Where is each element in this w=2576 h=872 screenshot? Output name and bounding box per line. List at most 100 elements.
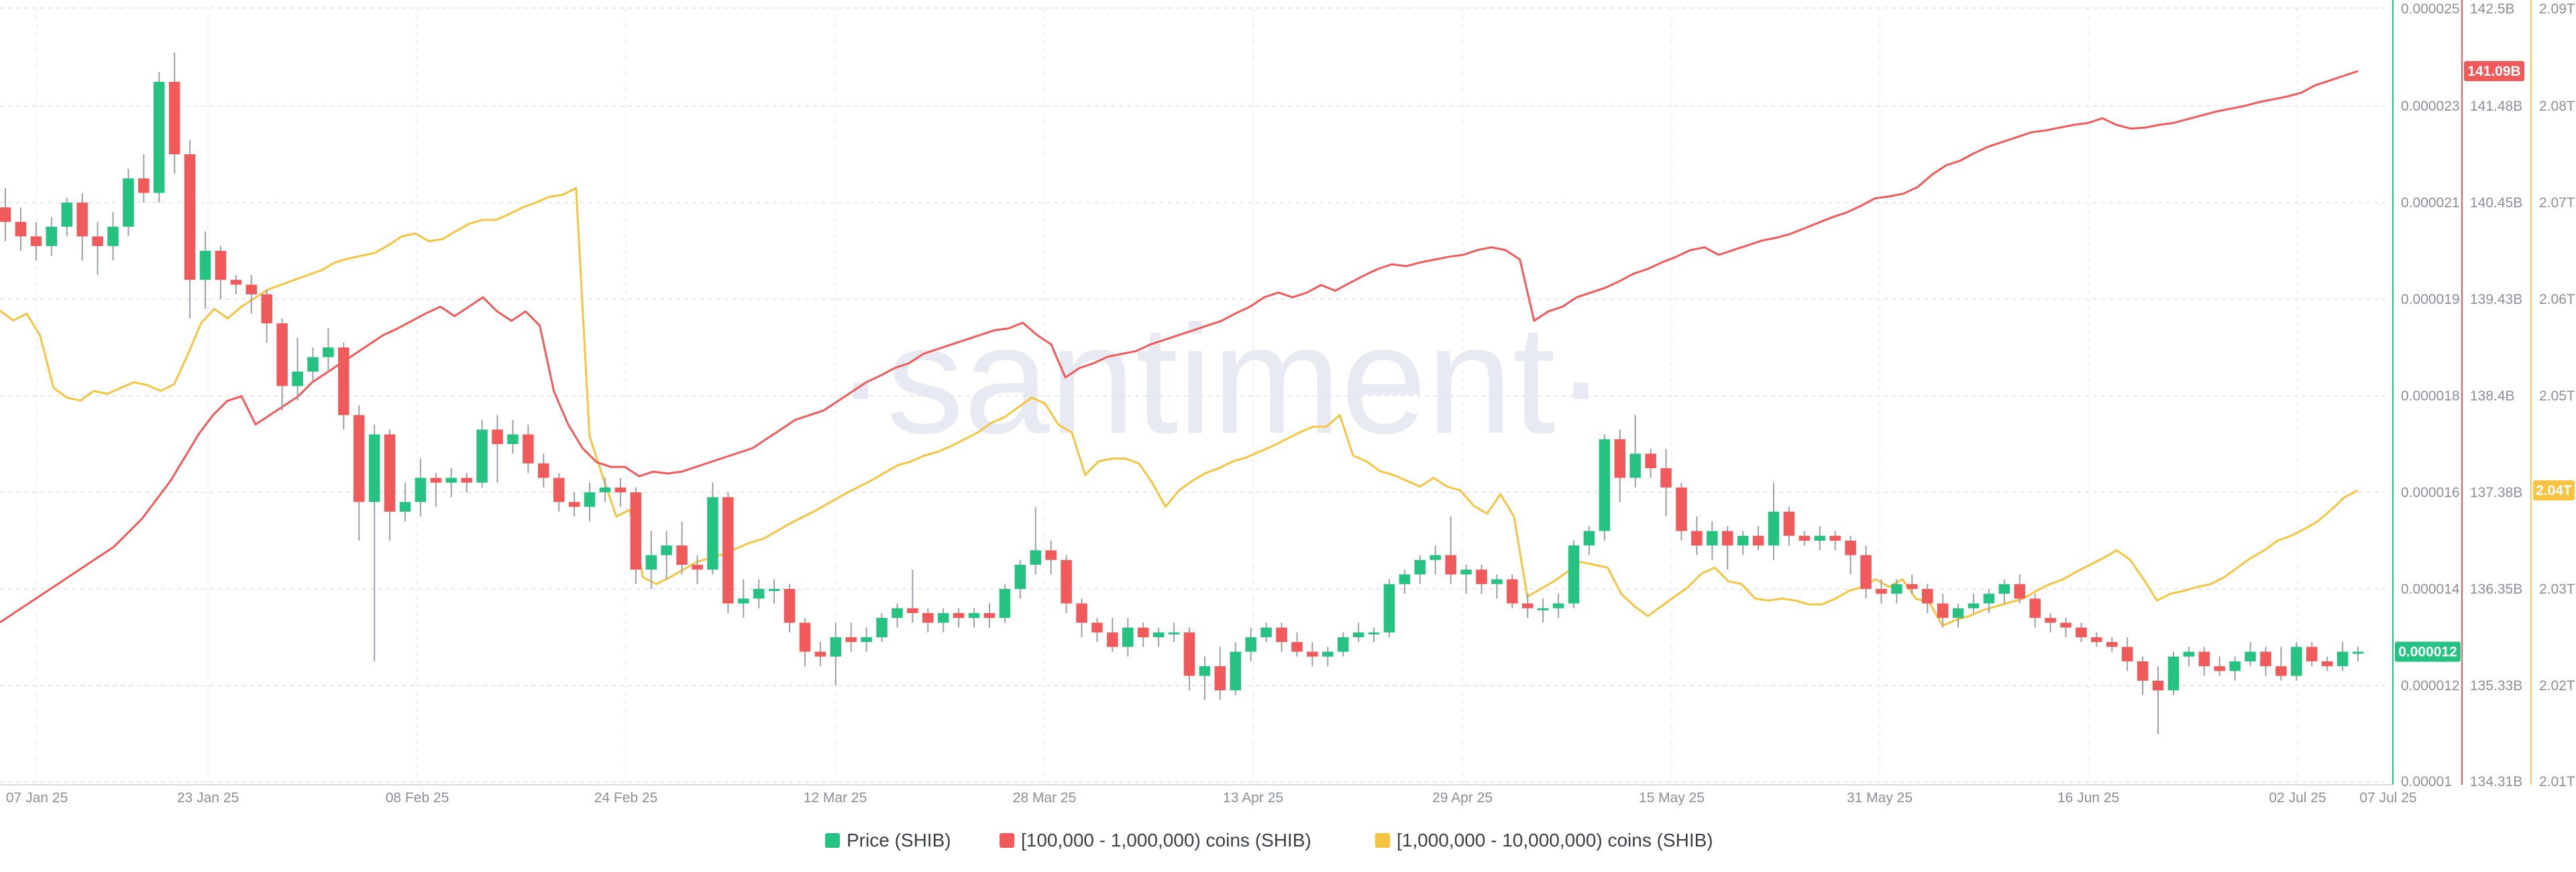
band2-current-badge: 2.04T	[2533, 480, 2575, 501]
price-candle	[661, 531, 672, 580]
candle-body	[2060, 622, 2072, 628]
x-axis-tick-label: 16 Jun 25	[2057, 790, 2119, 806]
price-candle	[2076, 622, 2087, 643]
band2-axis-tick-label: 2.09T	[2539, 1, 2575, 17]
candle-body	[830, 637, 842, 657]
price-candle	[230, 275, 242, 294]
price-candle	[461, 473, 472, 492]
price-candle	[1676, 482, 1687, 541]
candle-body	[1152, 632, 1165, 637]
candle-body	[2245, 651, 2256, 661]
price-candle	[1476, 565, 1487, 594]
price-candle	[1907, 574, 1918, 594]
price-candle	[76, 193, 88, 261]
price-candle	[1245, 627, 1256, 661]
candle-body	[1399, 574, 1411, 584]
candle-body	[1737, 535, 1749, 546]
price-candle	[1583, 526, 1595, 555]
price-candle	[1952, 603, 1964, 628]
x-axis-tick-label: 29 Apr 25	[1432, 790, 1493, 806]
candle-body	[1614, 439, 1626, 478]
legend-label: Price (SHIB)	[847, 830, 951, 851]
band1-axis-tick-label: 135.33B	[2470, 678, 2522, 694]
price-candle	[1337, 632, 1349, 657]
candle-body	[1907, 584, 1918, 589]
price-candle	[1552, 594, 1564, 618]
price-candle	[1168, 622, 1180, 643]
price-candle	[1399, 569, 1411, 594]
price-candle	[1199, 656, 1211, 700]
legend-swatch	[825, 833, 840, 848]
price-candle	[153, 72, 165, 203]
band2-axis-tick-label: 2.02T	[2539, 678, 2575, 694]
candle-body	[261, 294, 272, 323]
candle-body	[1091, 622, 1103, 633]
price-candle	[814, 642, 826, 667]
candle-body	[2306, 647, 2318, 661]
band2-axis-tick-label: 2.03T	[2539, 582, 2575, 597]
legend-item: [100,000 - 1,000,000) coins (SHIB)	[1000, 830, 1311, 851]
candle-body	[1307, 651, 1318, 657]
price-candle	[707, 482, 718, 575]
candle-body	[353, 415, 365, 502]
candle-body	[230, 280, 242, 285]
price-candle	[507, 420, 519, 454]
candle-body	[1783, 511, 1795, 536]
price-candle	[384, 429, 396, 541]
price-candle	[937, 608, 949, 633]
price-candle	[599, 478, 611, 502]
band1-axis-tick-label: 139.43B	[2470, 292, 2522, 307]
price-candle	[46, 217, 58, 256]
band1-axis-tick-label: 141.48B	[2470, 99, 2522, 114]
candle-body	[276, 323, 288, 386]
price-candle	[1291, 632, 1303, 657]
price-candle	[2091, 632, 2102, 647]
grid	[0, 7, 2385, 785]
candle-body	[1937, 603, 1949, 618]
x-axis-tick-label: 15 May 25	[1639, 790, 1705, 806]
price-candle	[538, 453, 549, 488]
candle-body	[722, 497, 734, 604]
price-axis-tick-label: 0.000018	[2401, 388, 2460, 404]
price-candle	[2260, 647, 2271, 676]
price-axis-tick-label: 0.00001	[2401, 774, 2452, 789]
price-candle	[1091, 618, 1103, 643]
price-candle	[630, 487, 642, 584]
price-candle	[1768, 482, 1780, 560]
price-candle	[2137, 656, 2149, 696]
price-candle	[722, 492, 734, 613]
price-candle	[2183, 647, 2195, 667]
candle-body	[246, 284, 257, 294]
x-axis-tick-label: 08 Feb 25	[386, 790, 449, 806]
candle-body	[737, 598, 749, 604]
price-axis-tick-label: 0.000021	[2401, 195, 2460, 211]
price-candle	[1521, 594, 1534, 618]
candle-body	[168, 82, 180, 154]
price-candle	[1707, 521, 1718, 560]
candle-body	[61, 203, 72, 227]
band2-axis-tick-label: 2.07T	[2539, 195, 2575, 211]
price-candle	[2291, 642, 2302, 681]
price-candle	[276, 318, 288, 411]
price-candle	[1937, 594, 1949, 628]
price-candle	[1014, 559, 1026, 599]
band2-series-layer	[0, 186, 2359, 627]
price-candle	[1737, 531, 1749, 555]
candle-body	[1752, 535, 1764, 546]
legend-swatch	[1000, 833, 1014, 848]
price-candle	[799, 618, 811, 667]
candle-body	[1383, 584, 1395, 633]
price-candle	[1322, 647, 1334, 667]
price-candle	[307, 347, 319, 382]
candle-body	[584, 492, 596, 507]
price-candle	[1645, 449, 1656, 478]
candle-body	[937, 613, 949, 623]
candle-body	[1860, 555, 1872, 589]
price-candle	[199, 231, 211, 309]
price-candle	[737, 579, 749, 618]
candle-body	[1107, 632, 1118, 647]
price-candle	[1783, 506, 1795, 546]
price-candle	[1599, 434, 1611, 541]
price-candle	[1430, 545, 1441, 575]
candle-body	[1891, 584, 1902, 594]
